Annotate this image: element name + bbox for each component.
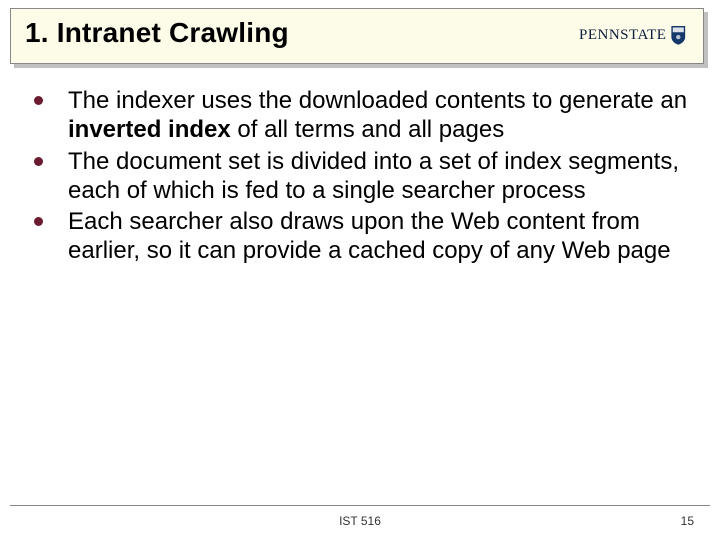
bullet-text-pre: The indexer uses the downloaded contents… [68, 87, 687, 114]
bullet-text-pre: Each searcher also draws upon the Web co… [68, 208, 671, 264]
bullet-list: The indexer uses the downloaded contents… [28, 86, 688, 266]
bullet-text-bold: inverted index [68, 116, 231, 143]
shield-icon [670, 20, 687, 50]
list-item: Each searcher also draws upon the Web co… [28, 207, 688, 266]
slide: 1. Intranet Crawling PENNSTATE The index… [0, 0, 720, 540]
title-box: 1. Intranet Crawling PENNSTATE [10, 8, 704, 64]
bullet-text-post: of all terms and all pages [231, 116, 504, 143]
footer-center-text: IST 516 [0, 514, 720, 528]
bullet-text-pre: The document set is divided into a set o… [68, 148, 679, 204]
list-item: The indexer uses the downloaded contents… [28, 86, 688, 145]
footer-divider [10, 505, 710, 506]
list-item: The document set is divided into a set o… [28, 147, 688, 206]
title-container: 1. Intranet Crawling PENNSTATE [10, 8, 708, 64]
page-number: 15 [681, 514, 694, 528]
pennstate-logo: PENNSTATE [579, 13, 687, 57]
logo-text: PENNSTATE [579, 27, 666, 44]
content-area: The indexer uses the downloaded contents… [28, 86, 688, 268]
